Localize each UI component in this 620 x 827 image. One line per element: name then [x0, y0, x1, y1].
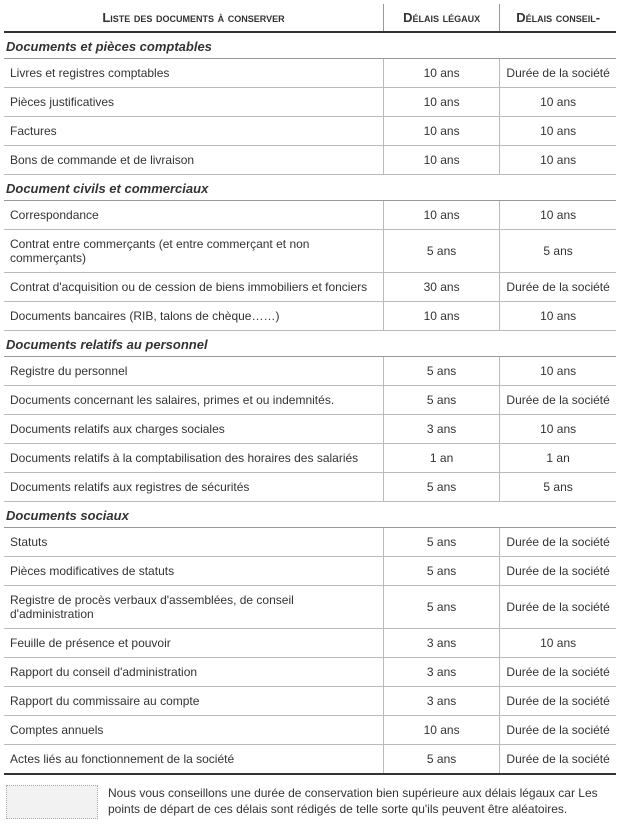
cell-delai-legal: 10 ans [383, 716, 499, 745]
cell-document: Documents relatifs à la comptabilisation… [4, 444, 383, 473]
cell-delai-conseil: 10 ans [500, 88, 616, 117]
cell-document: Correspondance [4, 201, 383, 230]
cell-delai-legal: 3 ans [383, 629, 499, 658]
cell-document: Comptes annuels [4, 716, 383, 745]
cell-document: Documents concernant les salaires, prime… [4, 386, 383, 415]
cell-document: Contrat d'acquisition ou de cession de b… [4, 273, 383, 302]
table-row: Feuille de présence et pouvoir3 ans10 an… [4, 629, 616, 658]
cell-delai-legal: 5 ans [383, 557, 499, 586]
section-title: Documents et pièces comptables [4, 32, 616, 59]
cell-delai-conseil: 10 ans [500, 201, 616, 230]
section-title: Documents sociaux [4, 502, 616, 528]
cell-document: Rapport du conseil d'administration [4, 658, 383, 687]
cell-delai-conseil: 10 ans [500, 629, 616, 658]
cell-document: Documents relatifs aux registres de sécu… [4, 473, 383, 502]
cell-delai-conseil: Durée de la société [500, 557, 616, 586]
cell-delai-conseil: Durée de la société [500, 528, 616, 557]
cell-delai-conseil: Durée de la société [500, 386, 616, 415]
cell-delai-legal: 1 an [383, 444, 499, 473]
section-title: Documents relatifs au personnel [4, 331, 616, 357]
cell-delai-legal: 3 ans [383, 658, 499, 687]
cell-delai-conseil: Durée de la société [500, 59, 616, 88]
cell-delai-conseil: 10 ans [500, 357, 616, 386]
table-row: Contrat d'acquisition ou de cession de b… [4, 273, 616, 302]
table-row: Pièces justificatives10 ans10 ans [4, 88, 616, 117]
table-row: Documents bancaires (RIB, talons de chèq… [4, 302, 616, 331]
cell-delai-conseil: Durée de la société [500, 273, 616, 302]
cell-delai-conseil: 5 ans [500, 230, 616, 273]
cell-delai-conseil: Durée de la société [500, 687, 616, 716]
cell-document: Pièces justificatives [4, 88, 383, 117]
table-row: Correspondance10 ans10 ans [4, 201, 616, 230]
cell-delai-conseil: Durée de la société [500, 586, 616, 629]
table-row: Bons de commande et de livraison10 ans10… [4, 146, 616, 175]
cell-document: Livres et registres comptables [4, 59, 383, 88]
cell-delai-legal: 3 ans [383, 687, 499, 716]
table-row: Documents relatifs aux charges sociales3… [4, 415, 616, 444]
cell-delai-legal: 5 ans [383, 386, 499, 415]
cell-delai-legal: 5 ans [383, 230, 499, 273]
table-row: Documents concernant les salaires, prime… [4, 386, 616, 415]
cell-document: Contrat entre commerçants (et entre comm… [4, 230, 383, 273]
cell-document: Statuts [4, 528, 383, 557]
header-delais-conseil: Délais conseil- [500, 4, 616, 32]
cell-delai-conseil: 5 ans [500, 473, 616, 502]
cell-document: Registre de procès verbaux d'assemblées,… [4, 586, 383, 629]
footer-note: Nous vous conseillons une durée de conse… [4, 781, 616, 823]
cell-delai-legal: 30 ans [383, 273, 499, 302]
cell-document: Bons de commande et de livraison [4, 146, 383, 175]
cell-delai-legal: 5 ans [383, 586, 499, 629]
cell-delai-legal: 5 ans [383, 357, 499, 386]
table-row: Actes liés au fonctionnement de la socié… [4, 745, 616, 775]
cell-document: Factures [4, 117, 383, 146]
cell-delai-legal: 5 ans [383, 745, 499, 775]
cell-delai-conseil: 10 ans [500, 146, 616, 175]
cell-document: Documents bancaires (RIB, talons de chèq… [4, 302, 383, 331]
cell-delai-legal: 10 ans [383, 88, 499, 117]
table-row: Rapport du conseil d'administration3 ans… [4, 658, 616, 687]
cell-document: Feuille de présence et pouvoir [4, 629, 383, 658]
cell-document: Documents relatifs aux charges sociales [4, 415, 383, 444]
table-row: Statuts5 ansDurée de la société [4, 528, 616, 557]
cell-delai-legal: 5 ans [383, 473, 499, 502]
cell-document: Registre du personnel [4, 357, 383, 386]
cell-delai-conseil: 1 an [500, 444, 616, 473]
cell-delai-conseil: 10 ans [500, 302, 616, 331]
cell-delai-conseil: 10 ans [500, 117, 616, 146]
cell-document: Rapport du commissaire au compte [4, 687, 383, 716]
cell-delai-legal: 5 ans [383, 528, 499, 557]
cell-delai-legal: 10 ans [383, 201, 499, 230]
cell-delai-legal: 10 ans [383, 59, 499, 88]
cell-delai-legal: 10 ans [383, 117, 499, 146]
table-row: Factures10 ans10 ans [4, 117, 616, 146]
cell-delai-legal: 10 ans [383, 146, 499, 175]
retention-table: Liste des documents à conserver Délais l… [4, 4, 616, 775]
table-row: Registre de procès verbaux d'assemblées,… [4, 586, 616, 629]
cell-document: Actes liés au fonctionnement de la socié… [4, 745, 383, 775]
table-row: Contrat entre commerçants (et entre comm… [4, 230, 616, 273]
cell-delai-legal: 3 ans [383, 415, 499, 444]
table-row: Pièces modificatives de statuts5 ansDuré… [4, 557, 616, 586]
cell-delai-conseil: Durée de la société [500, 745, 616, 775]
table-row: Rapport du commissaire au compte3 ansDur… [4, 687, 616, 716]
header-delais-legaux: Délais légaux [383, 4, 499, 32]
cell-document: Pièces modificatives de statuts [4, 557, 383, 586]
cell-delai-conseil: Durée de la société [500, 716, 616, 745]
footer-box-icon [6, 785, 98, 819]
table-row: Livres et registres comptables10 ansDuré… [4, 59, 616, 88]
header-documents: Liste des documents à conserver [4, 4, 383, 32]
footer-text: Nous vous conseillons une durée de conse… [108, 785, 614, 817]
section-title: Document civils et commerciaux [4, 175, 616, 201]
table-row: Documents relatifs aux registres de sécu… [4, 473, 616, 502]
cell-delai-conseil: Durée de la société [500, 658, 616, 687]
table-row: Documents relatifs à la comptabilisation… [4, 444, 616, 473]
cell-delai-legal: 10 ans [383, 302, 499, 331]
table-row: Registre du personnel5 ans10 ans [4, 357, 616, 386]
cell-delai-conseil: 10 ans [500, 415, 616, 444]
table-row: Comptes annuels10 ansDurée de la société [4, 716, 616, 745]
